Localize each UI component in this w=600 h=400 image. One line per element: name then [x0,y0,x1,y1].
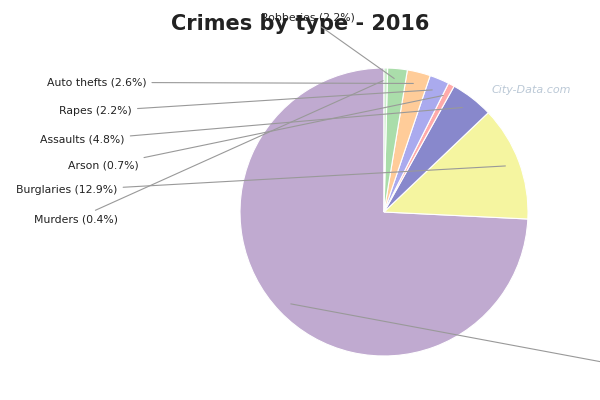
Text: Rapes (2.2%): Rapes (2.2%) [59,90,432,116]
Wedge shape [384,113,528,219]
Text: City-Data.com: City-Data.com [492,85,571,95]
Text: Auto thefts (2.6%): Auto thefts (2.6%) [47,77,413,87]
Wedge shape [384,86,488,212]
Wedge shape [384,70,430,212]
Wedge shape [384,76,449,212]
Text: Assaults (4.8%): Assaults (4.8%) [40,108,463,145]
Wedge shape [384,68,388,212]
Text: Thefts (74.3%): Thefts (74.3%) [291,304,600,375]
Text: Robberies (2.2%): Robberies (2.2%) [262,13,394,78]
Text: Murders (0.4%): Murders (0.4%) [34,81,383,224]
Wedge shape [384,68,407,212]
Text: Burglaries (12.9%): Burglaries (12.9%) [16,166,505,196]
Text: Crimes by type - 2016: Crimes by type - 2016 [171,14,429,34]
Wedge shape [384,83,454,212]
Wedge shape [240,68,528,356]
Text: Arson (0.7%): Arson (0.7%) [68,96,443,171]
